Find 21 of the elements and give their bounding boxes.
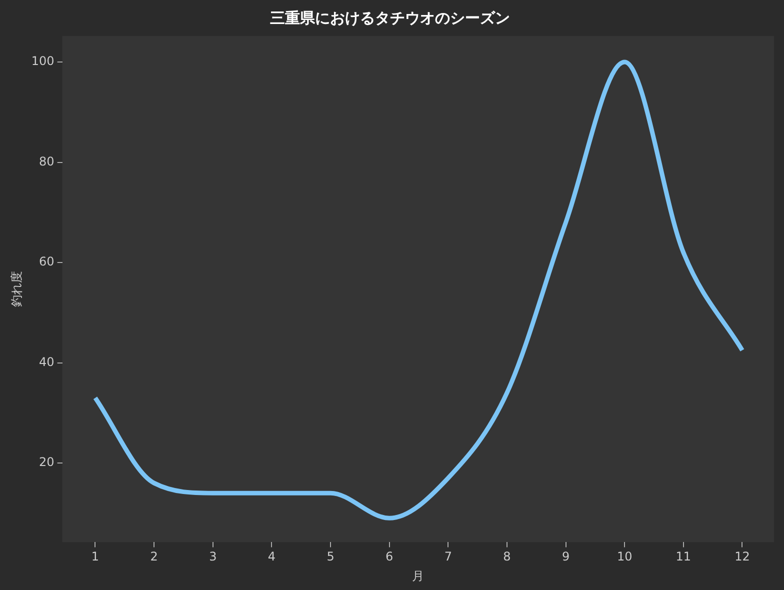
x-tick-label: 7 <box>444 550 452 564</box>
x-tick-label: 10 <box>616 550 632 564</box>
x-tick-label: 3 <box>209 550 217 564</box>
x-tick-label: 2 <box>150 550 158 564</box>
y-tick-label: 40 <box>39 354 54 369</box>
y-tick-label: 20 <box>39 455 54 470</box>
x-tick-label: 4 <box>268 550 276 564</box>
x-axis-title: 月 <box>412 568 424 583</box>
x-tick-label: 6 <box>386 550 394 564</box>
chart-title: 三重県におけるタチウオのシーズン <box>270 8 510 27</box>
x-tick-label: 9 <box>562 550 570 564</box>
y-tick-label: 80 <box>39 154 54 168</box>
x-tick-label: 8 <box>503 550 511 564</box>
x-tick-label: 12 <box>734 550 750 564</box>
line-series <box>92 60 744 520</box>
y-tick-label: 60 <box>39 254 54 269</box>
x-tick-label: 11 <box>676 550 692 564</box>
y-tick-label: 100 <box>31 54 54 68</box>
y-axis-title: 釣れ度 <box>9 271 24 308</box>
x-tick-label: 1 <box>91 550 100 564</box>
x-tick-label: 5 <box>326 550 334 564</box>
